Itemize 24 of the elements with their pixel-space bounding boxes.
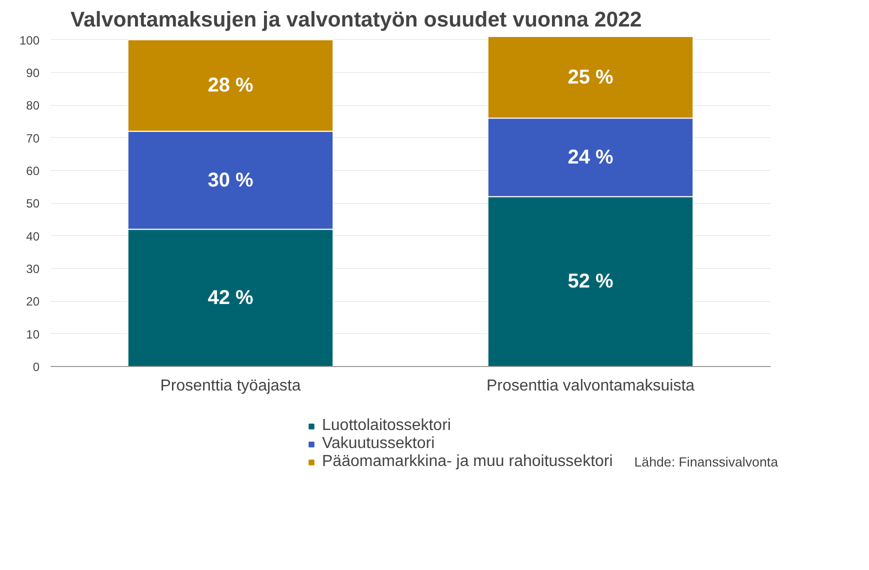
y-tick-label: 30 (26, 262, 40, 276)
data-label: 30 % (208, 169, 254, 192)
y-tick-label: 90 (26, 66, 40, 80)
x-tick-label: Prosenttia työajasta (160, 378, 301, 394)
y-tick-label: 50 (26, 196, 40, 211)
y-tick-label: 20 (26, 294, 40, 309)
chart-title: Valvontamaksujen ja valvontatyön osuudet vuonna 2022 (70, 8, 642, 32)
data-label: 24 % (568, 146, 614, 168)
y-tick-label: 80 (26, 98, 40, 113)
y-tick-label: 70 (26, 131, 40, 146)
data-label: 52 % (568, 270, 614, 293)
y-tick-label: 60 (26, 164, 40, 178)
data-label: 28 % (208, 74, 254, 97)
legend-label: Luottolaitossektori (322, 417, 451, 435)
y-tick-label: 10 (26, 327, 40, 342)
x-tick-label: Prosenttia valvontamaksuista (486, 378, 695, 394)
y-tick-label: 40 (26, 229, 40, 244)
y-tick-label: 100 (19, 33, 40, 48)
data-label: 25 % (568, 66, 614, 88)
text: Lähde: Finanssivalvonta (634, 454, 779, 470)
legend-label: Vakuutussektori (322, 435, 435, 453)
y-tick-label: 0 (32, 360, 40, 374)
data-label: 42 % (208, 286, 254, 309)
legend-label: Pääomamarkkina- ja muu rahoitussektori (322, 453, 613, 471)
